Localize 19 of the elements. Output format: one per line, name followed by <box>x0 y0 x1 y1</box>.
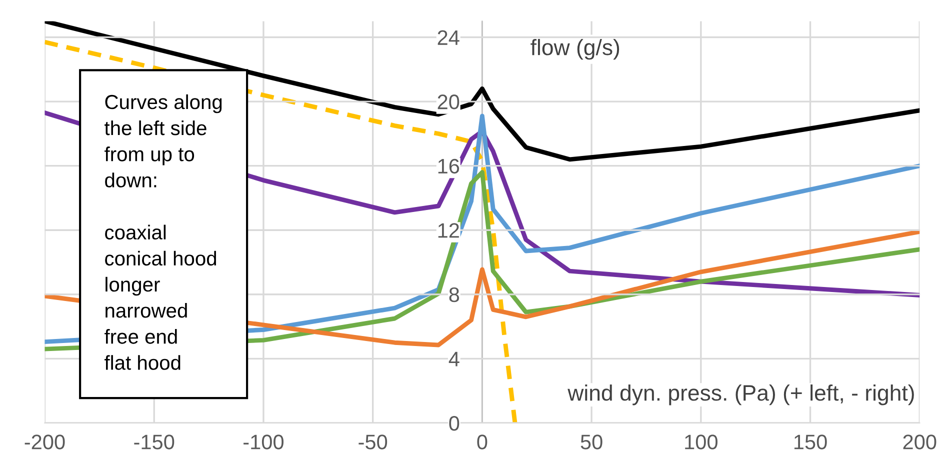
y-tick-label: 4 <box>448 352 460 366</box>
x-tick-label: -150 <box>134 434 174 450</box>
x-tick-label: 100 <box>685 434 718 450</box>
x-tick-label: 0 <box>477 434 488 450</box>
text: Curves along the left side from up to down: coaxial conical hood longer narrowed free end flat hood <box>104 94 222 370</box>
y-tick-label: 0 <box>449 416 460 431</box>
y-tick-label: 24 <box>438 30 460 45</box>
x-tick-label: 50 <box>580 434 602 450</box>
y-tick-label: 20 <box>438 94 460 110</box>
y-tick-label: 16 <box>438 158 460 174</box>
x-tick-label: -200 <box>24 434 65 450</box>
y-tick-label: 8 <box>449 287 460 302</box>
y-axis-title: flow (g/s) <box>530 38 620 60</box>
x-tick-label: -100 <box>244 434 284 450</box>
y-tick-label: 12 <box>438 223 459 238</box>
x-tick-label: -50 <box>358 434 388 450</box>
x-axis-title: wind dyn. press. (Pa) (+ left, - right) <box>568 384 914 406</box>
x-tick-label: 150 <box>794 434 827 450</box>
x-tick-label: 200 <box>903 434 936 450</box>
